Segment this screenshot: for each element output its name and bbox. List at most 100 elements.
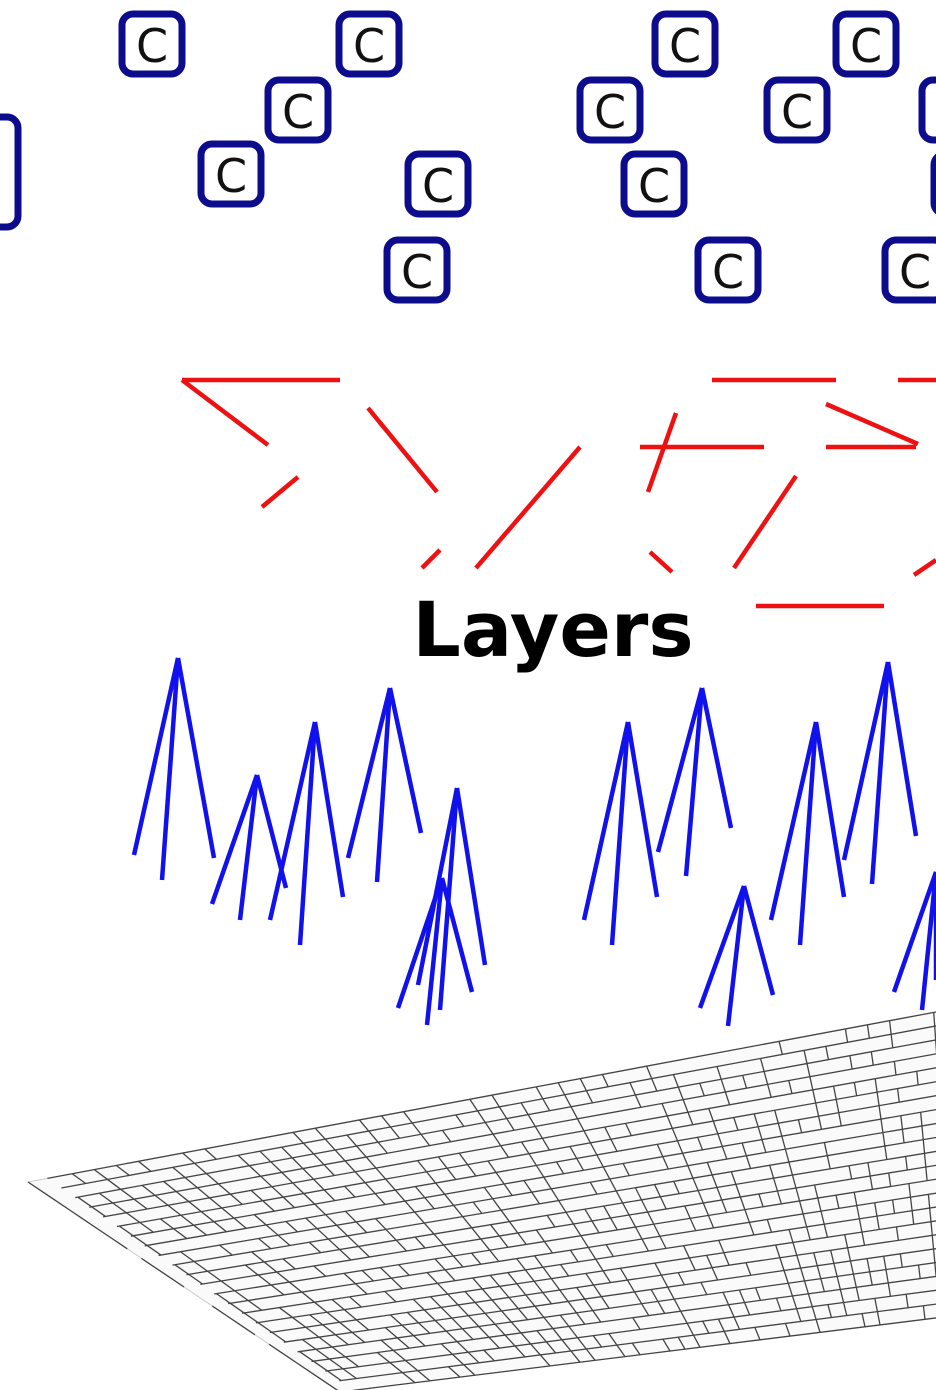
grid-cell-divider — [462, 1216, 473, 1229]
grid-cell-divider — [489, 1249, 500, 1262]
grid-cell-divider — [880, 1119, 884, 1133]
c-node-frame — [264, 76, 332, 144]
grid-cell-divider — [301, 1338, 317, 1350]
grid-cell-divider — [561, 1339, 572, 1352]
tree-branch — [813, 721, 847, 898]
grid-cell-divider — [257, 1274, 272, 1286]
grid-cell-divider — [507, 1272, 518, 1285]
grid-cell-divider — [420, 1133, 431, 1146]
grid-cell-divider — [682, 1099, 689, 1113]
grid-row-line — [269, 1234, 936, 1334]
grid-cell-divider — [604, 1126, 612, 1140]
grid-cell-divider — [299, 1351, 314, 1362]
tree-branch — [625, 721, 660, 898]
grid-cell-divider — [453, 1204, 464, 1218]
connection-line — [732, 474, 798, 570]
grid-cell-divider — [389, 1362, 403, 1374]
grid-cell-divider — [535, 1229, 545, 1242]
grid-cell-divider — [316, 1228, 329, 1240]
grid-cell-divider — [483, 1186, 494, 1200]
grid-cell-divider — [920, 1112, 923, 1127]
grid-cell-divider — [270, 1284, 285, 1296]
grid-cell-divider — [167, 1204, 182, 1216]
tree-branch — [209, 774, 260, 905]
grid-cell-divider — [811, 1306, 817, 1320]
grid-cell-divider — [257, 1322, 273, 1333]
grid-cell-divider — [745, 1155, 752, 1169]
grid-cell-divider — [141, 1184, 156, 1196]
grid-cell-divider — [826, 1155, 831, 1169]
c-node-letter: C — [850, 19, 882, 73]
tree-branch — [387, 687, 424, 834]
grid-cell-divider — [491, 1299, 503, 1312]
grid-cell-divider — [600, 1296, 610, 1309]
grid-cell-divider — [835, 1099, 840, 1113]
grid-cell-divider — [570, 1106, 579, 1120]
tree-fan — [581, 721, 660, 946]
grid-cell-divider — [281, 1171, 294, 1184]
grid-cell-divider — [853, 1192, 858, 1206]
grid-cell-divider — [70, 1210, 86, 1221]
grid-cell-divider — [559, 1289, 569, 1302]
grid-cell-divider — [325, 1214, 338, 1226]
grid-cell-divider — [846, 1247, 852, 1262]
grid-cell-divider — [572, 1223, 582, 1237]
grid-cell-divider — [251, 1251, 265, 1263]
grid-cell-divider — [605, 1244, 614, 1257]
grid-row-line — [172, 1136, 936, 1266]
tree-fan — [415, 787, 488, 1011]
grid-cell-divider — [336, 1224, 348, 1237]
grid-cell-divider — [853, 1082, 858, 1096]
grid-cell-divider — [358, 1245, 370, 1258]
grid-row-line — [116, 1081, 936, 1228]
grid-row-line — [228, 1192, 936, 1305]
grid-cell-divider — [580, 1235, 589, 1248]
grid-cell-divider — [711, 1174, 718, 1188]
grid-cell-divider — [469, 1098, 479, 1112]
c-node-letter: C — [401, 245, 433, 299]
grid-cell-divider — [558, 1200, 567, 1213]
grid-cell-divider — [716, 1187, 723, 1201]
grid-cell-divider — [472, 1201, 483, 1214]
c-node: C — [404, 150, 472, 218]
grid-cell-divider — [876, 1215, 880, 1230]
grid-cell-divider — [796, 1308, 802, 1322]
grid-cell-divider — [565, 1211, 575, 1225]
grid-cell-divider — [458, 1152, 469, 1165]
grid-cell-divider — [531, 1191, 540, 1205]
grid-cell-divider — [325, 1381, 339, 1390]
tree-branch — [581, 721, 631, 921]
grid-cell-divider — [327, 1238, 341, 1251]
grid-row-line — [61, 1025, 936, 1189]
grid-cell-divider — [237, 1154, 250, 1167]
c-node: C — [335, 10, 403, 78]
tree-branch — [345, 687, 393, 859]
grid-cell-divider — [331, 1298, 345, 1311]
grid-cell-divider — [869, 1175, 874, 1190]
grid-cell-divider — [622, 1163, 630, 1176]
grid-cell-divider — [608, 1333, 618, 1346]
tree-branch — [768, 721, 819, 921]
c-node-frame — [651, 10, 719, 78]
grid-cell-divider — [787, 1283, 794, 1297]
grid-cell-divider — [443, 1244, 454, 1257]
grid-cell-divider — [278, 1307, 293, 1318]
grid-cell-divider — [282, 1196, 295, 1209]
grid-cell-divider — [784, 1323, 791, 1337]
grid-cell-divider — [133, 1198, 148, 1210]
grid-cell-divider — [339, 1249, 352, 1261]
grid-cell-divider — [303, 1193, 316, 1205]
grid-cell-divider — [467, 1351, 480, 1364]
grid-cell-divider — [576, 1158, 585, 1171]
grid-cell-divider — [602, 1270, 612, 1283]
grid-cell-divider — [891, 1199, 896, 1214]
grid-cell-divider — [244, 1264, 259, 1276]
grid-cell-divider — [270, 1161, 283, 1173]
grid-cell-divider — [856, 1205, 861, 1219]
grid-cell-divider — [417, 1370, 431, 1382]
grid-cell-divider — [542, 1292, 553, 1305]
grid-cell-divider — [535, 1086, 544, 1100]
grid-cell-divider — [477, 1110, 486, 1123]
grid-cell-divider — [662, 1338, 671, 1352]
grid-row-line — [89, 1053, 936, 1208]
